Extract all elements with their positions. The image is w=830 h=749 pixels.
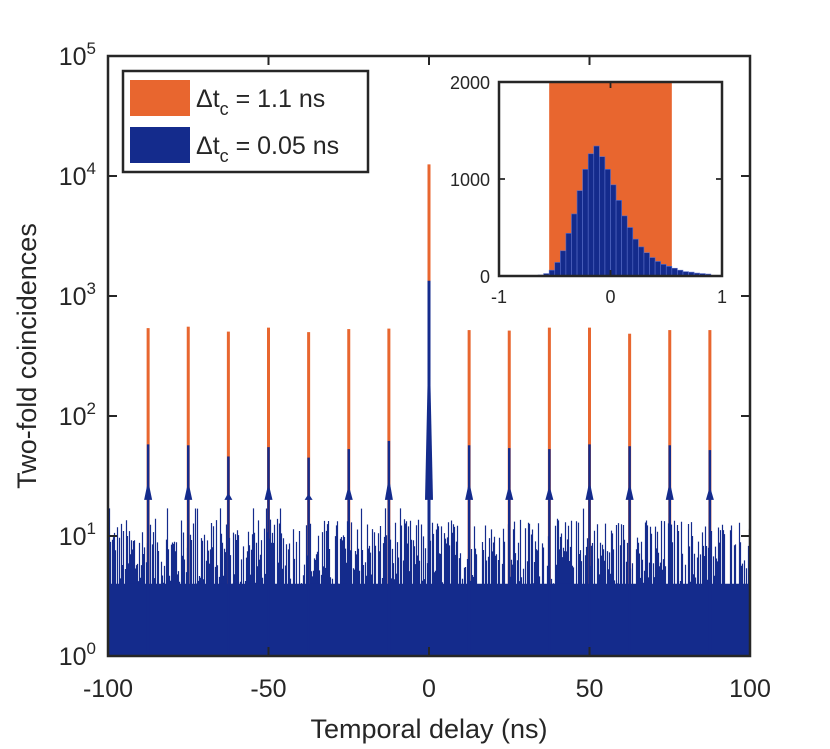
blue-peak-shoulder: [425, 316, 433, 500]
y-tick-label: 104: [59, 159, 96, 191]
legend-entry-blue: Δtc = 0.05 ns: [196, 132, 339, 166]
blue-peak-shoulder: [184, 481, 193, 500]
inset-bar: [593, 145, 600, 277]
y-tick-label: 103: [59, 279, 96, 311]
inset-plot-frame: [497, 80, 724, 278]
blue-peak-shoulder: [585, 480, 594, 500]
blue-peak-bar: [146, 444, 150, 656]
y-tick-label: 101: [59, 519, 96, 551]
inset-x-tick-labels: -1 0 1: [491, 287, 727, 307]
inset-bar: [587, 153, 595, 277]
inset-x-tick-label: 0: [605, 287, 615, 307]
blue-peak-shoulder: [344, 485, 353, 500]
y-axis-label: Two-fold coincidences: [12, 223, 42, 489]
blue-peak-shoulder: [505, 484, 514, 500]
x-tick-label: -100: [83, 675, 133, 703]
legend-swatch-blue: [130, 127, 190, 163]
inset-y-tick-labels: 0 1000 2000: [450, 73, 490, 287]
inset-x-tick-label: -1: [491, 287, 507, 307]
y-tick-label: 100: [59, 639, 96, 671]
y-tick-label: 105: [59, 39, 96, 71]
legend-entry-orange: Δtc = 1.1 ns: [196, 85, 325, 119]
inset-bar: [638, 246, 645, 277]
inset-bar: [649, 257, 656, 277]
x-tick-label: -50: [250, 675, 286, 703]
inset-bar: [576, 190, 583, 277]
blue-peak-shoulder: [304, 493, 313, 500]
blue-peak-shoulder: [224, 492, 233, 500]
blue-peak-bar: [307, 457, 310, 656]
main-plot-frame: [106, 54, 752, 658]
blue-peak-bar: [588, 444, 591, 656]
blue-peak-bar: [187, 445, 190, 656]
blue-peak-bar: [708, 450, 712, 656]
x-tick-label: 50: [576, 675, 604, 703]
blue-peak-shoulder: [625, 482, 634, 500]
inset-bar: [560, 250, 567, 277]
blue-peak-shoulder: [384, 477, 393, 500]
inset-bar: [632, 238, 639, 277]
y-tick-labels: 100 101 102 103 104 105: [59, 39, 96, 671]
inset-y-tick-label: 1000: [450, 170, 490, 190]
inset-x-tick-label: 1: [717, 287, 727, 307]
inset-bar: [665, 265, 673, 277]
blue-peak-shoulder: [705, 486, 714, 500]
inset-bar: [565, 233, 572, 277]
blue-peak-bar: [387, 440, 391, 656]
blue-peak-bar: [227, 456, 230, 656]
inset-bar: [599, 156, 606, 277]
inset-bar: [615, 200, 622, 277]
blue-peak-shoulder: [264, 483, 273, 500]
inset-bar: [610, 184, 617, 277]
blue-peak-shoulder: [465, 481, 474, 500]
inset-blue-bars: [537, 145, 712, 277]
legend-swatch-orange: [130, 80, 190, 116]
inset-bar: [604, 169, 611, 277]
inset-y-tick-label: 0: [480, 267, 490, 287]
x-axis-label: Temporal delay (ns): [310, 714, 547, 744]
blue-peak-bar: [508, 448, 511, 656]
blue-peak-shoulder: [545, 485, 554, 500]
inset-y-tick-label: 2000: [450, 73, 490, 93]
x-tick-label: 0: [422, 675, 436, 703]
inset-bar: [621, 215, 628, 277]
x-tick-label: 100: [729, 675, 771, 703]
inset-bar: [626, 227, 634, 277]
inset-plot: -1 0 1 0 1000 2000: [450, 73, 727, 307]
blue-peak-shoulder: [144, 480, 153, 500]
inset-bar: [654, 261, 661, 277]
blue-peak-bar: [548, 449, 551, 656]
x-tick-labels: -100 -50 0 50 100: [83, 675, 771, 703]
blue-peak-bar: [467, 445, 471, 656]
blue-peak-bar: [668, 445, 671, 656]
inset-bar: [643, 252, 650, 277]
blue-peak-bar: [347, 449, 350, 656]
blue-peak-bar: [267, 447, 270, 656]
inset-bar: [571, 213, 578, 277]
inset-bar: [660, 264, 667, 277]
inset-bar: [582, 169, 589, 277]
legend: Δtc = 1.1 ns Δtc = 0.05 ns: [121, 69, 370, 174]
y-tick-label: 102: [59, 399, 96, 431]
blue-peak-bar: [628, 446, 631, 656]
blue-peak-shoulder: [665, 481, 674, 500]
inset-bar: [554, 262, 561, 277]
